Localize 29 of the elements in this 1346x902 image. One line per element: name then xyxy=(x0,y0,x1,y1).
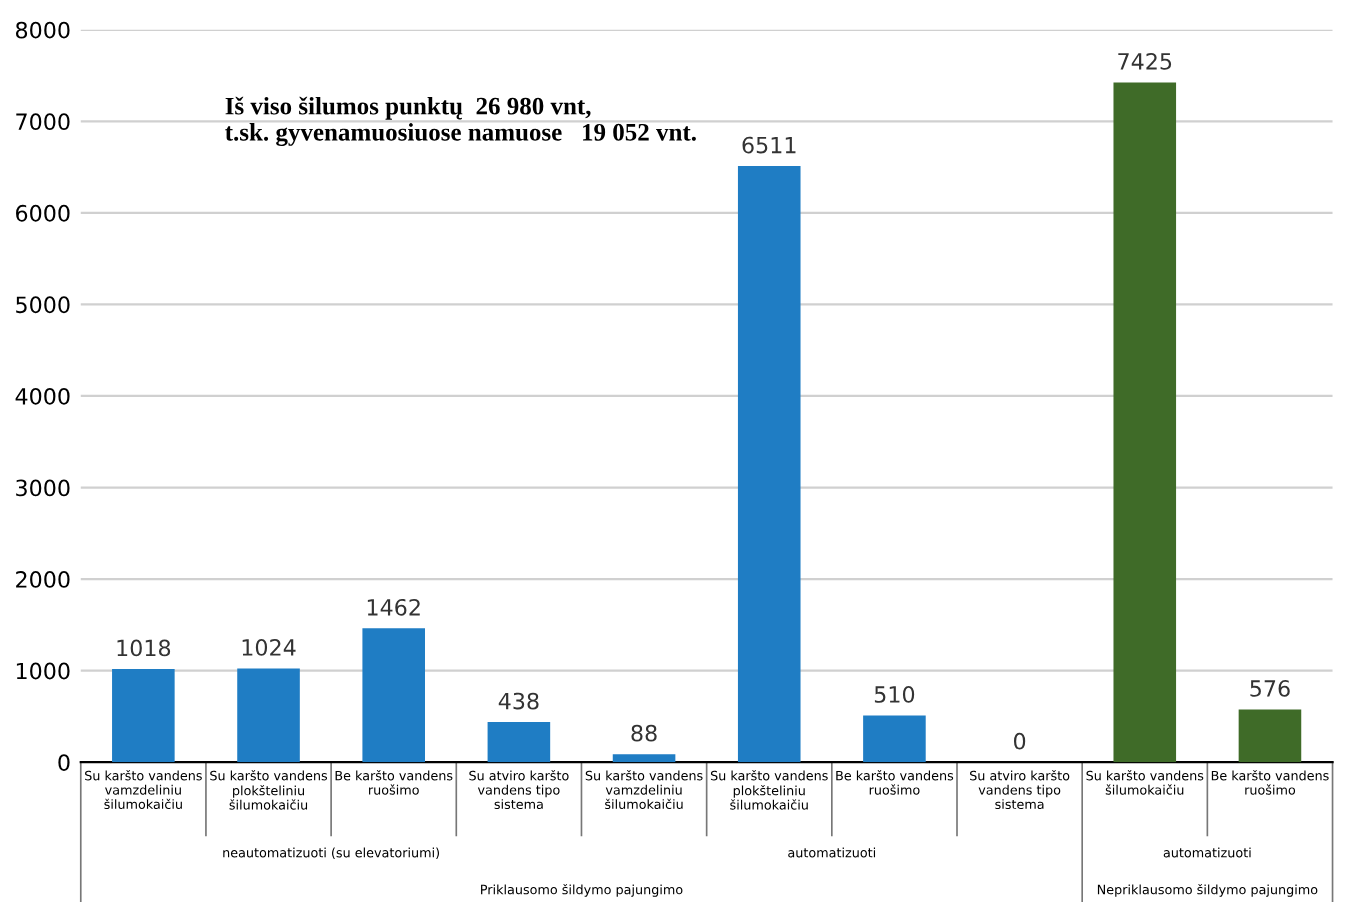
bar xyxy=(1238,709,1302,763)
annotation: Iš viso šilumos punktų 26 980 vnt, t.sk. gyvenamuosiuose namuose 19 052 vnt. xyxy=(225,96,696,146)
y-tick-label: 1000 xyxy=(16,662,70,680)
y-tick-label: 7000 xyxy=(16,113,70,131)
bar xyxy=(362,628,425,763)
y-tick-label: 6000 xyxy=(16,204,70,222)
data-label: 1462 xyxy=(367,598,420,616)
y-tick-label: 8000 xyxy=(15,21,70,39)
data-label: 510 xyxy=(874,686,915,703)
bar xyxy=(237,668,300,763)
bar xyxy=(737,166,801,763)
data-label: 88 xyxy=(631,724,657,742)
bar xyxy=(612,754,676,763)
y-tick-label: 5000 xyxy=(16,296,70,314)
data-label: 438 xyxy=(498,692,539,710)
bar xyxy=(112,668,175,763)
y-tick-label: 4000 xyxy=(15,387,70,405)
data-label: 7425 xyxy=(1118,52,1172,70)
bar xyxy=(863,715,926,763)
bar xyxy=(487,722,551,763)
y-tick-label: 0 xyxy=(58,754,70,771)
y-tick-label: 3000 xyxy=(16,479,70,497)
bar xyxy=(1113,82,1177,763)
data-label: 1024 xyxy=(242,638,296,656)
data-label: 576 xyxy=(1250,680,1290,697)
data-label: 0 xyxy=(1013,732,1026,750)
y-tick-label: 2000 xyxy=(16,571,70,588)
data-label: 1018 xyxy=(117,639,171,657)
data-label: 6511 xyxy=(742,136,796,154)
